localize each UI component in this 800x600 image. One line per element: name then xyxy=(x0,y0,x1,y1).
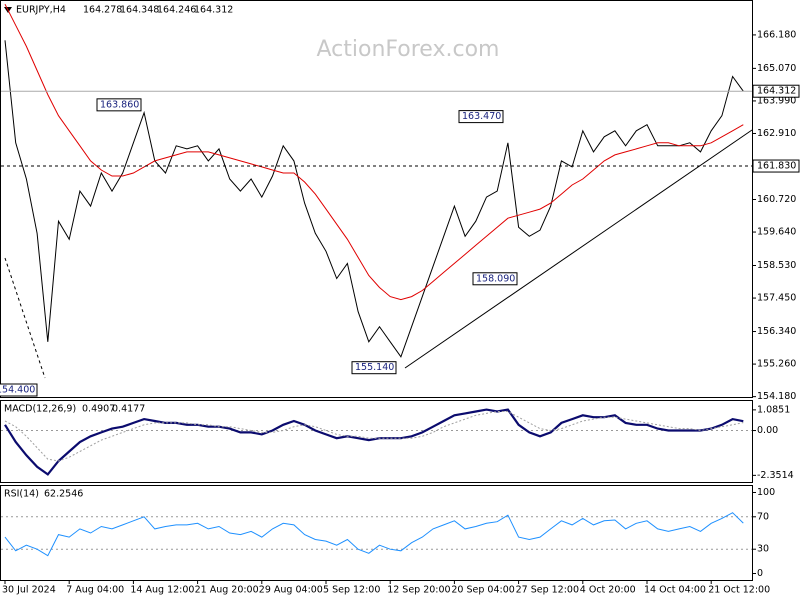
rsi-value: 62.2546 xyxy=(44,489,83,500)
macd-value: 0.4907 xyxy=(82,404,115,415)
macd-panel xyxy=(0,400,753,483)
symbol: EURJPY,H4 xyxy=(16,5,66,16)
rsi-panel xyxy=(0,485,753,581)
last-close: 164.312 xyxy=(194,5,233,16)
x-tick-label: 7 Aug 04:00 xyxy=(66,585,124,596)
annotation-box xyxy=(0,383,38,397)
annotation-box xyxy=(458,110,504,124)
y-tick-label: 0.00 xyxy=(757,425,778,436)
last-open: 164.278 xyxy=(83,5,122,16)
x-tick-label: 27 Sep 12:00 xyxy=(516,585,579,596)
rsi-title: RSI(14) xyxy=(4,489,39,500)
series-line xyxy=(4,40,744,358)
x-tick-label: 5 Sep 12:00 xyxy=(323,585,380,596)
y-tick-label: 0 xyxy=(757,568,763,579)
signal-value: 0.4177 xyxy=(112,404,145,415)
annotation-label: 158.090 xyxy=(476,273,515,284)
watermark: ActionForex.com xyxy=(317,37,500,62)
x-tick-label: 21 Aug 20:00 xyxy=(195,585,259,596)
series-line xyxy=(4,512,744,557)
last-low: 164.246 xyxy=(157,5,196,16)
x-tick-label: 14 Oct 04:00 xyxy=(644,585,706,596)
y-tick-label: 165.070 xyxy=(757,63,796,74)
annotation-box xyxy=(96,98,142,112)
y-tick-label: 163.990 xyxy=(757,95,796,106)
y-tick-label: -2.3514 xyxy=(757,470,794,481)
price-box xyxy=(752,84,800,98)
last-high: 164.348 xyxy=(120,5,159,16)
y-tick-label: 162.910 xyxy=(757,128,796,139)
plot xyxy=(1,512,752,557)
y-tick-label: 156.340 xyxy=(757,326,796,337)
x-tick-label: 21 Oct 12:00 xyxy=(708,585,770,596)
y-tick-label: 30 xyxy=(757,544,769,555)
y-tick-label: 159.640 xyxy=(757,227,796,238)
annotation-label: 163.470 xyxy=(462,111,501,122)
annotation-box xyxy=(351,361,397,375)
annotation-label: 163.860 xyxy=(100,99,139,110)
y-tick-label: 100 xyxy=(757,487,775,498)
x-tick-label: 14 Aug 12:00 xyxy=(130,585,194,596)
annotation-label: 154.400 xyxy=(0,385,35,396)
series-line xyxy=(4,408,744,476)
series-line xyxy=(4,3,744,301)
level-label: 161.830 xyxy=(757,161,796,172)
y-tick-label: 158.530 xyxy=(757,260,796,271)
x-tick-label: 12 Sep 20:00 xyxy=(387,585,450,596)
macd-title: MACD(12,26,9) xyxy=(4,404,76,415)
y-tick-label: 157.450 xyxy=(757,293,796,304)
plot xyxy=(1,408,752,476)
trend-line xyxy=(404,129,753,369)
annotation-box xyxy=(472,272,518,286)
y-tick-label: 166.180 xyxy=(757,29,796,40)
plot xyxy=(1,3,752,358)
level-box xyxy=(752,159,800,173)
x-tick-label: 30 Jul 2024 xyxy=(2,585,56,596)
x-tick-label: 29 Aug 04:00 xyxy=(259,585,323,596)
x-tick-label: 4 Oct 20:00 xyxy=(580,585,636,596)
y-tick-label: 70 xyxy=(757,511,769,522)
price-label: 164.312 xyxy=(757,86,796,97)
y-tick-label: 160.720 xyxy=(757,194,796,205)
swing-line xyxy=(4,257,46,379)
annotation-label: 155.140 xyxy=(355,362,394,373)
y-tick-label: 1.0851 xyxy=(757,404,790,415)
y-tick-label: 154.180 xyxy=(757,391,796,402)
y-tick-label: 155.260 xyxy=(757,359,796,370)
series-line xyxy=(4,411,744,462)
x-tick-label: 20 Sep 04:00 xyxy=(451,585,514,596)
